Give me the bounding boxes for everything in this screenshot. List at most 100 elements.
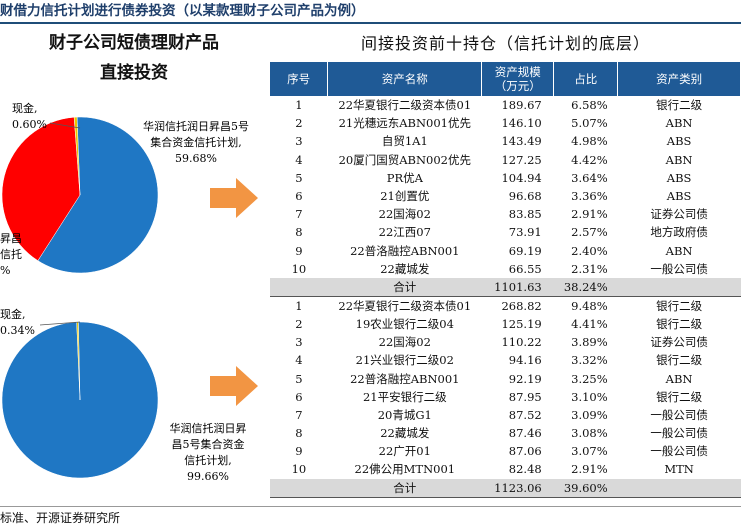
cell-name: 22普洛融控ABN001 xyxy=(350,243,460,258)
cell-total-label: 合计 xyxy=(327,478,482,498)
table-row: 9 22普洛融控ABN001 69.19 2.40% ABN xyxy=(270,242,741,260)
cell-type: 一般公司债 xyxy=(650,444,708,459)
cell-type: 证券公司债 xyxy=(650,335,708,350)
cell-pct: 3.07% xyxy=(571,444,608,459)
cell-no: 8 xyxy=(295,426,303,441)
cell-pct: 3.10% xyxy=(571,389,608,404)
cell-name: 22江西07 xyxy=(378,225,431,240)
cell-pct: 3.09% xyxy=(571,407,608,422)
page-header: 财借力信托计划进行债券投资（以某款理财子公司产品为例） xyxy=(0,0,741,24)
cell-name: 21光穗远东ABN001优先 xyxy=(338,116,471,131)
cell-no: 3 xyxy=(295,134,303,149)
cell-scale: 104.94 xyxy=(501,170,542,185)
table-row: 6 21平安银行二级 87.95 3.10% 银行二级 xyxy=(270,388,741,406)
cell-pct: 3.32% xyxy=(571,353,608,368)
cell-type: 证券公司债 xyxy=(650,207,708,222)
cell-scale: 189.67 xyxy=(501,98,542,113)
header-no: 序号 xyxy=(270,62,329,96)
header-pct: 占比 xyxy=(553,62,619,96)
cell-scale: 69.19 xyxy=(508,243,542,258)
pie2-trust-label-line2: 昌5号集合资金 xyxy=(172,437,245,451)
cell-pct: 4.42% xyxy=(571,152,608,167)
cell-no: 3 xyxy=(295,335,303,350)
cell-type: ABN xyxy=(665,152,693,167)
cell-scale: 73.91 xyxy=(508,225,542,240)
left-title-line2: 直接投资 xyxy=(100,63,168,83)
cell-name: 20青城G1 xyxy=(377,407,432,422)
table-body: 1 22华夏银行二级资本债01 189.67 6.58% 银行二级 2 21光穗远东ABN0… xyxy=(270,96,741,498)
cell-name: 22普洛融控ABN001 xyxy=(350,371,460,386)
cell-scale: 127.25 xyxy=(501,152,542,167)
cell-pct: 2.91% xyxy=(571,462,608,477)
source-note: 标准、开源证券研究所 xyxy=(0,506,741,531)
cell-scale: 87.52 xyxy=(508,407,542,422)
table-header-row: 序号 资产名称 资产规模 （万元） 占比 资产类别 xyxy=(270,62,741,96)
cell-scale: 143.49 xyxy=(501,134,542,149)
cell-name: 21兴业银行二级02 xyxy=(355,353,454,368)
cell-type: 银行二级 xyxy=(617,295,741,315)
cell-pct: 2.40% xyxy=(571,243,608,258)
cell-type: 银行二级 xyxy=(656,98,703,113)
cell-type: 一般公司债 xyxy=(650,261,708,276)
cell-empty xyxy=(270,478,328,498)
cell-name: 21平安银行二级 xyxy=(362,389,447,404)
table-row: 7 22国海02 83.85 2.91% 证券公司债 xyxy=(270,205,741,223)
pie1-cash-leader-line xyxy=(49,122,81,129)
cell-no: 7 xyxy=(295,207,303,222)
cell-type: 银行二级 xyxy=(656,389,703,404)
cell-type: 银行二级 xyxy=(656,353,703,368)
cell-total-label: 合计 xyxy=(327,277,482,297)
cell-no: 9 xyxy=(295,243,303,258)
cell-scale: 82.48 xyxy=(508,462,542,477)
cell-total-scale: 1123.06 xyxy=(481,478,554,498)
table-total-row: 合计 1123.06 39.60% xyxy=(270,478,741,498)
cell-total-pct: 39.60% xyxy=(553,478,618,498)
cell-type: 银行二级 xyxy=(656,316,703,331)
table-row: 10 22佛公用MTN001 82.48 2.91% MTN xyxy=(270,460,741,478)
pie2-cash-label-line2: 0.34% xyxy=(0,324,35,337)
cell-scale: 87.95 xyxy=(508,389,542,404)
pie2-trust-label-line1: 华润信托润日昇 xyxy=(170,421,247,435)
cell-name: 22国海02 xyxy=(378,335,431,350)
table-row: 5 22普洛融控ABN001 92.19 3.25% ABN xyxy=(270,369,741,387)
cell-name: 20厦门国贸ABN002优先 xyxy=(338,152,471,167)
cell-empty xyxy=(617,277,741,297)
cell-scale: 125.19 xyxy=(501,316,542,331)
right-panel-title: 间接投资前十持仓（信托计划的底层） xyxy=(360,34,650,53)
cell-no: 5 xyxy=(295,371,303,386)
cell-name: 22华夏银行二级资本债01 xyxy=(327,295,482,315)
cell-name: 22佛公用MTN001 xyxy=(354,462,456,477)
cell-scale: 66.55 xyxy=(508,261,542,276)
cell-no: 2 xyxy=(295,316,303,331)
table-row: 7 20青城G1 87.52 3.09% 一般公司债 xyxy=(270,406,741,424)
cell-type: ABN xyxy=(665,243,693,258)
table-row: 10 22藏城发 66.55 2.31% 一般公司债 xyxy=(270,260,741,278)
pie1-cash-label-line2: 0.60% xyxy=(12,118,47,131)
cell-scale: 146.10 xyxy=(501,116,542,131)
cell-no: 10 xyxy=(291,261,307,276)
cell-no: 9 xyxy=(295,444,303,459)
table-row: 1 22华夏银行二级资本债01 189.67 6.58% 银行二级 xyxy=(270,96,741,114)
table-row: 3 自贸1A1 143.49 4.98% ABS xyxy=(270,132,741,150)
cell-no: 4 xyxy=(295,353,303,368)
cell-type: ABN xyxy=(665,116,693,131)
header-type: 资产类别 xyxy=(617,62,741,96)
pie1-other-label-line3: % xyxy=(0,264,10,277)
table-row: 8 22藏城发 87.46 3.08% 一般公司债 xyxy=(270,424,741,442)
cell-pct: 5.07% xyxy=(571,116,608,131)
left-panel-title: 财子公司短债理财产品 直接投资 xyxy=(0,28,268,88)
cell-name: 19农业银行二级04 xyxy=(355,316,454,331)
cell-no: 1 xyxy=(295,98,303,113)
pie-chart-2 xyxy=(1,321,159,479)
cell-no: 10 xyxy=(291,462,307,477)
holdings-table: 序号 资产名称 资产规模 （万元） 占比 资产类别 1 22华夏银行二级资本债01… xyxy=(270,62,741,498)
cell-name: 22国海02 xyxy=(378,207,431,222)
header-scale-line2: （万元） xyxy=(494,79,541,93)
pie2-cash-leader-line xyxy=(39,321,81,326)
table-row: 8 22江西07 73.91 2.57% 地方政府债 xyxy=(270,223,741,241)
table-row: 5 PR优A 104.94 3.64% ABS xyxy=(270,169,741,187)
table-row: 1 22华夏银行二级资本债01 268.82 9.48% 银行二级 xyxy=(270,295,741,315)
cell-type: ABS xyxy=(666,134,692,149)
header-name: 资产名称 xyxy=(327,62,483,96)
cell-empty xyxy=(617,478,741,498)
